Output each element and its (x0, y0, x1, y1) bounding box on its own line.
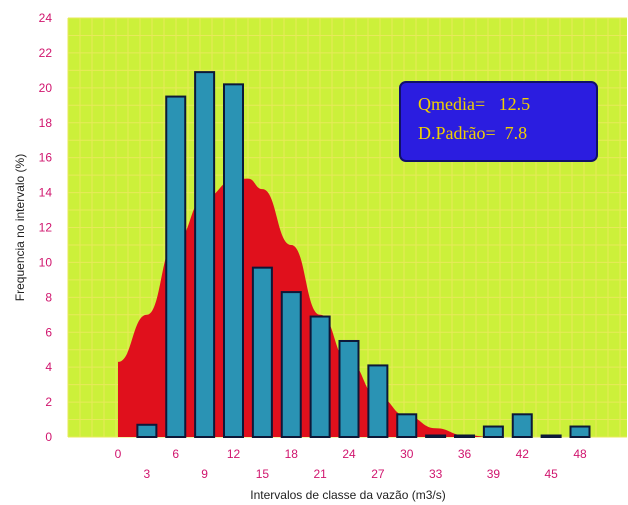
x-tick-label: 33 (429, 467, 443, 481)
histogram-bar (309, 315, 331, 439)
y-tick-label: 8 (45, 290, 52, 304)
histogram-bar (338, 339, 360, 438)
y-tick-label: 20 (39, 81, 53, 95)
x-tick-label: 12 (227, 447, 241, 461)
y-tick-label: 24 (39, 11, 53, 25)
y-tick-label: 18 (39, 116, 53, 130)
x-tick-label: 27 (371, 467, 385, 481)
y-tick-label: 14 (39, 186, 53, 200)
std-dev-text: D.Padrão= 7.8 (418, 123, 527, 143)
histogram-bar (280, 291, 302, 438)
histogram-bar (223, 83, 244, 438)
histogram-bar (540, 434, 562, 438)
histogram-bar (482, 425, 504, 438)
x-tick-label: 15 (256, 467, 270, 481)
x-axis-ticks: 0 6 12 18 24 30 36 42 483 9 15 21 27 33 39 45 (115, 447, 587, 481)
x-tick-label: 6 (172, 447, 179, 461)
y-tick-label: 0 (45, 430, 52, 444)
x-tick-label: 48 (573, 447, 587, 461)
x-tick-label: 18 (285, 447, 299, 461)
histogram-bar (569, 425, 591, 438)
x-tick-label: 3 (144, 467, 151, 481)
histogram-bars (136, 71, 591, 439)
x-tick-label: 0 (115, 447, 122, 461)
x-tick-label: 42 (516, 447, 530, 461)
y-tick-label: 10 (39, 255, 53, 269)
x-tick-label: 24 (342, 447, 356, 461)
y-axis-label: Frequencia no intervalo (%) (13, 154, 27, 301)
histogram-bar (396, 413, 418, 439)
x-axis-label: Intervalos de classe da vazão (m3/s) (250, 488, 445, 502)
histogram-bar (425, 434, 447, 438)
mean-flow-text: Qmedia= 12.5 (418, 94, 530, 114)
histogram-bar (511, 413, 533, 439)
y-tick-label: 22 (39, 46, 53, 60)
histogram-bar (367, 364, 389, 439)
y-tick-label: 4 (45, 360, 52, 374)
histogram-bar (165, 95, 187, 438)
stats-box-background (399, 81, 598, 162)
y-tick-label: 2 (45, 395, 52, 409)
histogram-bar (136, 423, 158, 439)
x-tick-label: 30 (400, 447, 414, 461)
y-tick-label: 12 (39, 221, 53, 235)
y-tick-label: 16 (39, 151, 53, 165)
x-tick-label: 9 (201, 467, 208, 481)
histogram-bar (194, 71, 216, 439)
histogram-bar (454, 434, 475, 438)
stats-box: Qmedia= 12.5 D.Padrão= 7.8 (399, 81, 598, 162)
x-tick-label: 45 (544, 467, 558, 481)
y-tick-label: 6 (45, 325, 52, 339)
x-tick-label: 21 (313, 467, 327, 481)
histogram-bar (251, 266, 273, 439)
x-tick-label: 36 (458, 447, 472, 461)
x-tick-label: 39 (487, 467, 501, 481)
